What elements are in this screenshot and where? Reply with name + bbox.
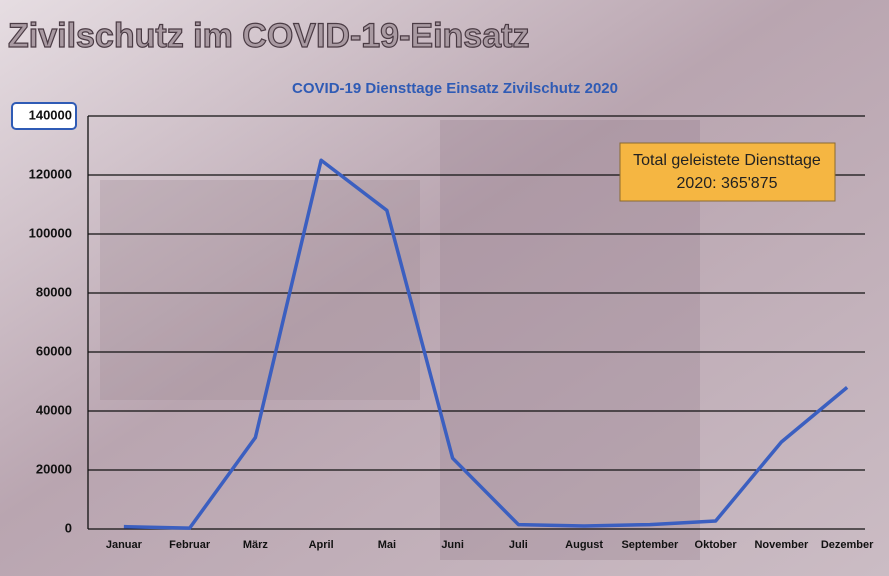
annotation-line: 2020: 365'875 xyxy=(677,175,778,192)
x-tick-label: Oktober xyxy=(695,539,738,551)
x-tick-label: Januar xyxy=(106,539,143,551)
x-tick-label: Februar xyxy=(169,539,211,551)
x-tick-label: August xyxy=(565,539,603,551)
x-tick-label: März xyxy=(243,539,269,551)
y-tick-label: 0 xyxy=(65,520,72,535)
y-tick-label: 20000 xyxy=(36,461,72,476)
y-tick-label: 80000 xyxy=(36,284,72,299)
y-tick-label: 100000 xyxy=(29,225,72,240)
chart-subtitle: COVID-19 Diensttage Einsatz Zivilschutz … xyxy=(292,80,618,97)
photo-interior xyxy=(100,180,420,400)
y-tick-label: 120000 xyxy=(29,166,72,181)
y-tick-label: 40000 xyxy=(36,402,72,417)
x-tick-label: Juli xyxy=(509,539,528,551)
x-tick-label: September xyxy=(621,539,679,551)
x-tick-label: Mai xyxy=(378,539,396,551)
annotation-line: Total geleistete Diensttage xyxy=(633,152,821,169)
x-tick-label: November xyxy=(754,539,809,551)
y-tick-label: 140000 xyxy=(29,107,72,122)
x-tick-label: April xyxy=(309,539,334,551)
y-tick-label: 60000 xyxy=(36,343,72,358)
chart: Zivilschutz im COVID-19-Einsatz COVID-19… xyxy=(0,0,889,576)
x-tick-label: Dezember xyxy=(821,539,874,551)
x-tick-label: Juni xyxy=(441,539,464,551)
chart-title: Zivilschutz im COVID-19-Einsatz xyxy=(8,17,529,55)
